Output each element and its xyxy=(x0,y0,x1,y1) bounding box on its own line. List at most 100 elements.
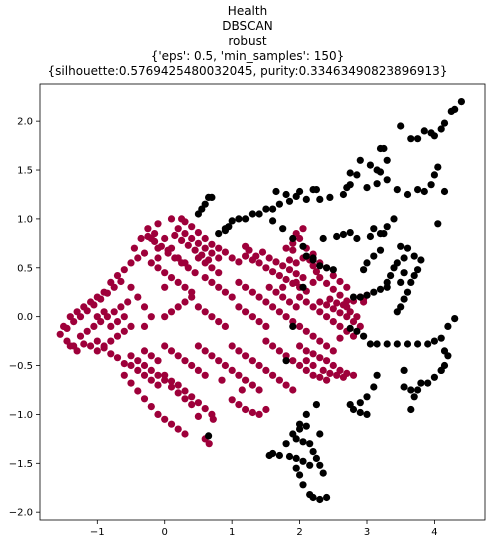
data-point xyxy=(282,275,290,284)
data-point xyxy=(242,308,250,316)
data-point xyxy=(181,259,189,267)
data-point xyxy=(87,298,95,306)
data-point xyxy=(316,195,324,203)
data-point xyxy=(174,278,182,286)
data-point xyxy=(329,266,337,274)
data-point xyxy=(201,274,209,282)
data-point xyxy=(440,119,449,127)
data-point xyxy=(174,254,182,262)
data-point xyxy=(255,386,263,394)
data-point xyxy=(262,366,270,374)
data-point xyxy=(312,268,320,276)
data-point xyxy=(100,308,108,316)
data-point xyxy=(127,352,135,360)
data-point xyxy=(228,366,236,374)
data-point xyxy=(235,401,243,409)
data-point xyxy=(242,252,250,260)
data-point xyxy=(316,373,324,381)
y-tick-label: 0.5 xyxy=(17,263,33,274)
data-point xyxy=(346,308,354,316)
y-tick-label: −1.5 xyxy=(9,459,33,470)
data-point xyxy=(194,303,202,311)
data-point xyxy=(140,303,149,311)
data-point xyxy=(134,366,142,374)
y-tick-label: −2.0 xyxy=(9,508,33,519)
data-point xyxy=(228,396,236,404)
data-point xyxy=(188,361,196,370)
data-point xyxy=(147,259,155,267)
data-point xyxy=(339,190,347,199)
data-point xyxy=(370,225,378,233)
data-point xyxy=(353,313,361,321)
data-point xyxy=(400,269,408,277)
data-point xyxy=(329,347,337,355)
data-point xyxy=(289,357,297,365)
data-point xyxy=(289,386,297,394)
x-tick-label: 2 xyxy=(296,527,302,538)
data-point xyxy=(309,448,317,456)
data-point xyxy=(269,217,277,225)
data-point xyxy=(390,264,398,272)
data-point xyxy=(275,200,283,208)
data-point xyxy=(366,161,374,169)
data-point xyxy=(292,454,300,462)
data-point xyxy=(144,225,152,233)
data-point xyxy=(346,169,354,177)
data-point xyxy=(154,264,162,272)
data-point xyxy=(289,246,297,254)
data-point xyxy=(339,373,347,381)
data-point xyxy=(262,298,270,306)
data-point xyxy=(154,381,162,389)
data-point xyxy=(316,274,324,282)
data-point xyxy=(282,357,290,365)
data-point xyxy=(215,254,223,262)
data-point xyxy=(397,278,405,286)
data-point xyxy=(242,352,250,360)
data-point xyxy=(434,220,442,228)
data-point xyxy=(221,361,229,370)
data-point xyxy=(235,215,243,223)
data-point xyxy=(272,258,280,266)
data-point xyxy=(319,469,327,477)
data-point xyxy=(80,303,88,311)
data-point xyxy=(275,272,283,280)
data-point xyxy=(66,313,74,321)
data-point xyxy=(174,381,182,389)
data-point xyxy=(292,259,300,267)
data-point xyxy=(110,308,118,316)
data-point xyxy=(430,337,438,345)
data-point xyxy=(140,361,149,370)
data-point xyxy=(255,210,263,218)
points-layer xyxy=(56,98,465,504)
data-point xyxy=(93,313,101,321)
data-point xyxy=(113,332,122,340)
data-point xyxy=(167,420,176,428)
data-point xyxy=(248,408,256,417)
data-point xyxy=(161,313,169,321)
data-point xyxy=(174,389,182,397)
cluster-series xyxy=(56,215,371,448)
data-point xyxy=(309,254,317,262)
data-point xyxy=(353,234,361,243)
data-point xyxy=(363,184,371,192)
data-point xyxy=(353,171,361,179)
data-point xyxy=(228,254,236,262)
data-point xyxy=(208,313,216,321)
data-point xyxy=(248,381,256,389)
data-point xyxy=(407,135,415,143)
data-point xyxy=(248,313,256,321)
data-point xyxy=(113,354,122,362)
data-point xyxy=(302,327,310,335)
data-point xyxy=(191,246,199,254)
data-point xyxy=(201,347,209,355)
data-point xyxy=(414,340,422,348)
data-point xyxy=(393,340,401,348)
data-point xyxy=(194,412,202,420)
data-point xyxy=(383,223,391,231)
data-point xyxy=(339,301,347,309)
data-point xyxy=(316,262,324,270)
data-point xyxy=(397,122,405,130)
data-point xyxy=(191,269,199,277)
data-point xyxy=(265,451,273,460)
data-point xyxy=(208,352,216,360)
